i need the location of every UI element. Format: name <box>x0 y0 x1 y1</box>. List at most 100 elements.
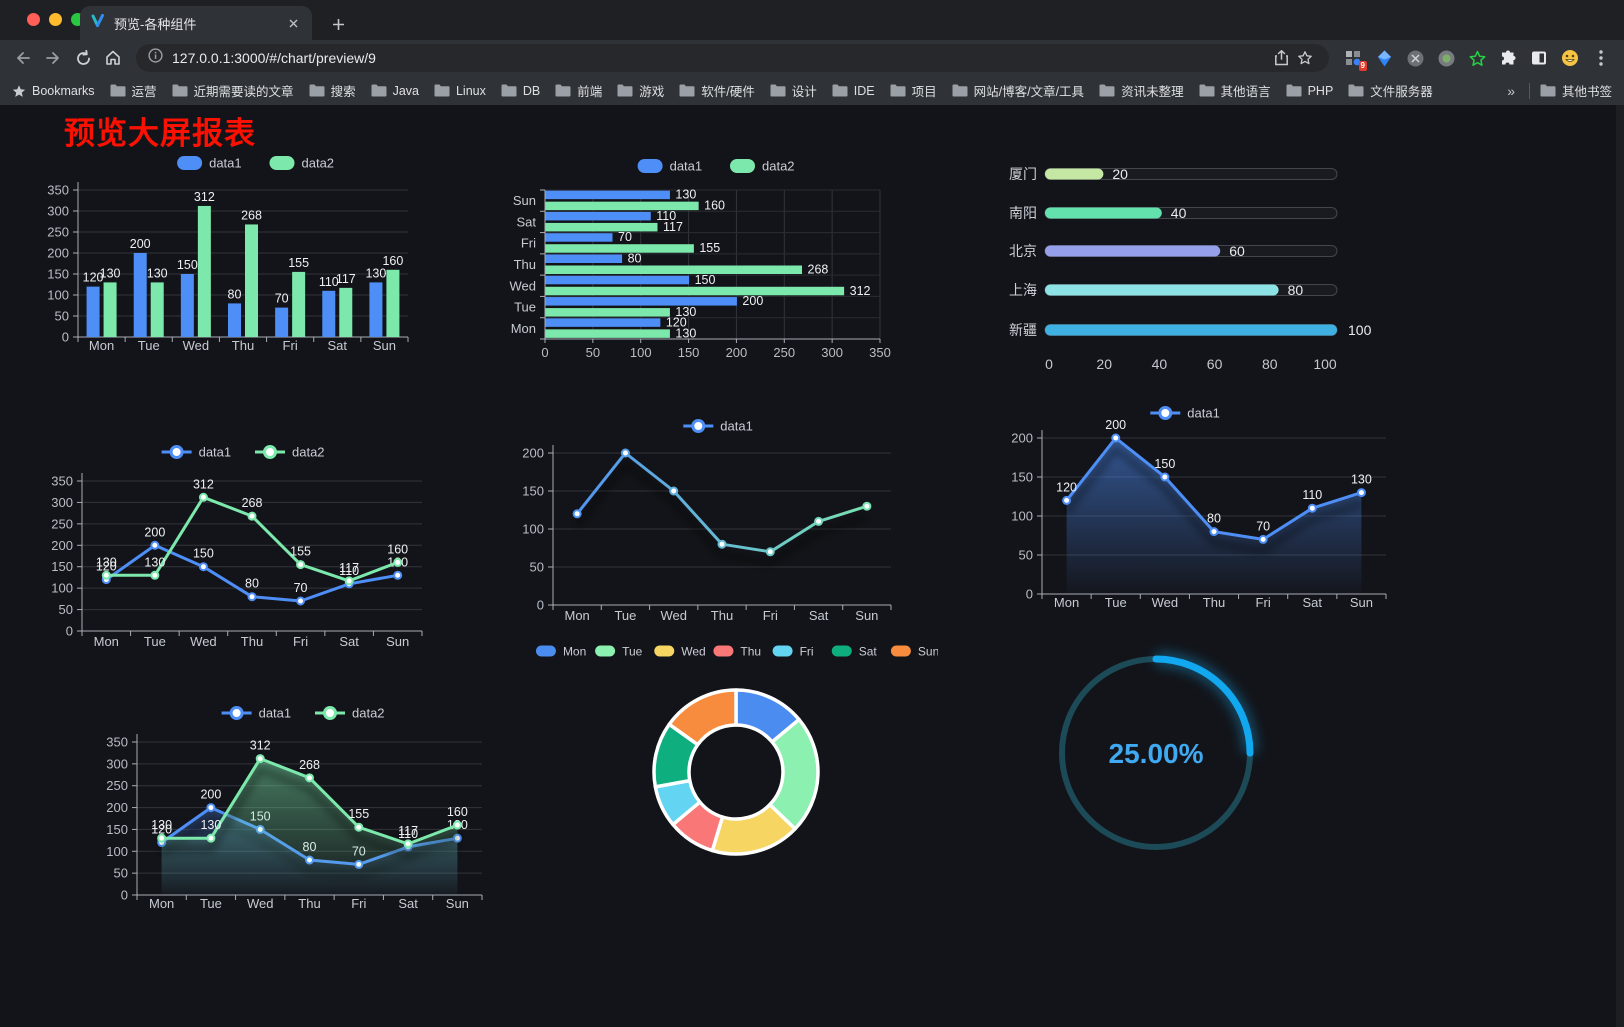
bookmark-folder[interactable]: 设计 <box>770 81 817 100</box>
forward-button[interactable] <box>38 43 68 73</box>
svg-text:新疆: 新疆 <box>1009 322 1037 338</box>
folder-icon <box>832 84 848 97</box>
svg-text:Fri: Fri <box>293 634 308 649</box>
svg-text:250: 250 <box>773 345 795 360</box>
chart-canvas: 0 50 100 150 200 250 300 350 Mon Tue Wed Thu Fri Sat S… <box>51 445 423 649</box>
bookmark-folder[interactable]: PHP <box>1286 84 1333 98</box>
bookmark-star-icon[interactable] <box>1293 46 1317 70</box>
tab-close-icon[interactable] <box>284 14 302 32</box>
bookmarks-divider <box>1528 82 1530 99</box>
browser-tab[interactable]: 预览-各种组件 <box>80 6 312 40</box>
svg-text:120: 120 <box>666 315 687 329</box>
svg-text:Wed: Wed <box>681 644 705 658</box>
svg-text:Sat: Sat <box>809 608 829 623</box>
bookmark-folder[interactable]: 前端 <box>555 81 602 100</box>
bookmark-folder[interactable]: Java <box>371 84 419 98</box>
address-bar[interactable]: 127.0.0.1:3000/#/chart/preview/9 <box>136 44 1329 72</box>
bookmark-folder[interactable]: 游戏 <box>617 81 664 100</box>
site-info-icon[interactable] <box>148 48 163 68</box>
svg-text:155: 155 <box>290 545 311 559</box>
svg-text:150: 150 <box>51 559 73 574</box>
bookmark-folder[interactable]: 项目 <box>890 81 937 100</box>
ext-circle-icon[interactable] <box>1436 48 1456 68</box>
svg-text:155: 155 <box>288 256 309 270</box>
bookmark-folder[interactable]: Linux <box>434 84 486 98</box>
svg-text:data1: data1 <box>259 706 292 721</box>
close-window-button[interactable] <box>27 13 40 26</box>
svg-text:120: 120 <box>151 823 172 837</box>
svg-text:25.00%: 25.00% <box>1109 738 1204 769</box>
bookmark-folder[interactable]: 文件服务器 <box>1348 81 1433 100</box>
bookmark-folder[interactable]: 资讯未整理 <box>1099 81 1184 100</box>
ext-green-star-icon[interactable] <box>1467 48 1487 68</box>
svg-text:Wed: Wed <box>1152 595 1179 610</box>
svg-text:Sun: Sun <box>513 193 536 208</box>
url-text[interactable]: 127.0.0.1:3000/#/chart/preview/9 <box>172 50 376 66</box>
svg-text:0: 0 <box>537 598 544 613</box>
folder-icon <box>434 84 450 97</box>
bookmarks-overflow-chevron[interactable]: » <box>1507 82 1515 99</box>
svg-text:Tue: Tue <box>622 644 643 658</box>
extensions-puzzle-icon[interactable] <box>1498 48 1518 68</box>
svg-text:200: 200 <box>130 237 151 251</box>
svg-text:150: 150 <box>1011 470 1033 485</box>
other-bookmarks[interactable]: 其他书签 <box>1540 81 1612 100</box>
svg-text:110: 110 <box>1302 488 1322 502</box>
svg-text:0: 0 <box>121 888 128 903</box>
svg-text:200: 200 <box>47 246 69 261</box>
svg-text:250: 250 <box>106 778 128 793</box>
ext-grid-icon[interactable]: 9 <box>1343 48 1367 71</box>
bookmark-folder[interactable]: 运营 <box>110 81 157 100</box>
bookmark-folder[interactable]: 其他语言 <box>1199 81 1271 100</box>
bookmark-folder[interactable]: 网站/博客/文章/工具 <box>952 81 1084 100</box>
svg-text:350: 350 <box>51 474 73 489</box>
new-tab-button[interactable] <box>326 12 350 36</box>
browser-menu-icon[interactable] <box>1586 43 1616 73</box>
svg-text:Thu: Thu <box>232 338 254 353</box>
bookmark-folder[interactable]: 近期需要读的文章 <box>172 81 294 100</box>
svg-text:50: 50 <box>530 560 544 575</box>
ext-scissors-icon[interactable] <box>1405 48 1425 68</box>
reload-button[interactable] <box>68 43 98 73</box>
svg-text:Mon: Mon <box>511 321 536 336</box>
back-button[interactable] <box>8 43 38 73</box>
svg-text:250: 250 <box>51 516 73 531</box>
svg-text:110: 110 <box>398 827 418 841</box>
folder-icon <box>1199 84 1215 97</box>
ext-kite-icon[interactable] <box>1374 48 1394 68</box>
home-button[interactable] <box>98 43 128 73</box>
emoji-extension-icon[interactable] <box>1560 48 1580 68</box>
svg-text:50: 50 <box>55 309 69 324</box>
chart-canvas: 25.00% <box>1059 652 1257 850</box>
svg-text:50: 50 <box>114 866 128 881</box>
svg-text:Mon: Mon <box>563 644 586 658</box>
page-title: 预览大屏报表 <box>64 116 256 151</box>
progress-bar-chart: 厦门 20 南阳 40 北京 60 上海 80 新疆 100 0 20 40 60 80 100 <box>980 148 1392 393</box>
share-icon[interactable] <box>1269 46 1293 70</box>
svg-text:0: 0 <box>1026 587 1033 602</box>
svg-text:70: 70 <box>618 230 632 244</box>
svg-text:50: 50 <box>586 345 600 360</box>
bookmarks-right: » 其他书签 <box>1503 81 1612 100</box>
svg-text:data1: data1 <box>720 419 753 434</box>
svg-text:data2: data2 <box>762 159 795 174</box>
scrollbar-track[interactable] <box>1616 105 1624 1027</box>
svg-text:Thu: Thu <box>298 896 320 911</box>
minimize-window-button[interactable] <box>49 13 62 26</box>
svg-text:300: 300 <box>821 345 843 360</box>
chart-canvas: 0 50 100 150 200 250 300 350 Mon Tue Wed Thu Fri Sat S… <box>106 706 483 911</box>
bookmark-folder[interactable]: 软件/硬件 <box>679 81 755 100</box>
svg-text:130: 130 <box>151 818 172 832</box>
svg-text:150: 150 <box>678 345 700 360</box>
bookmark-folder[interactable]: IDE <box>832 84 875 98</box>
svg-text:南阳: 南阳 <box>1009 205 1037 221</box>
svg-text:data2: data2 <box>292 445 325 460</box>
bookmark-folder[interactable]: DB <box>501 84 540 98</box>
reading-mode-icon[interactable] <box>1529 48 1549 68</box>
chart-canvas: 厦门 20 南阳 40 北京 60 上海 80 新疆 100 0 20 40 60 80 100 <box>1009 166 1372 372</box>
bookmark-folder[interactable]: 搜索 <box>309 81 356 100</box>
svg-text:117: 117 <box>663 220 683 234</box>
bookmarks-manager[interactable]: Bookmarks <box>12 84 95 98</box>
svg-text:100: 100 <box>1313 356 1337 372</box>
